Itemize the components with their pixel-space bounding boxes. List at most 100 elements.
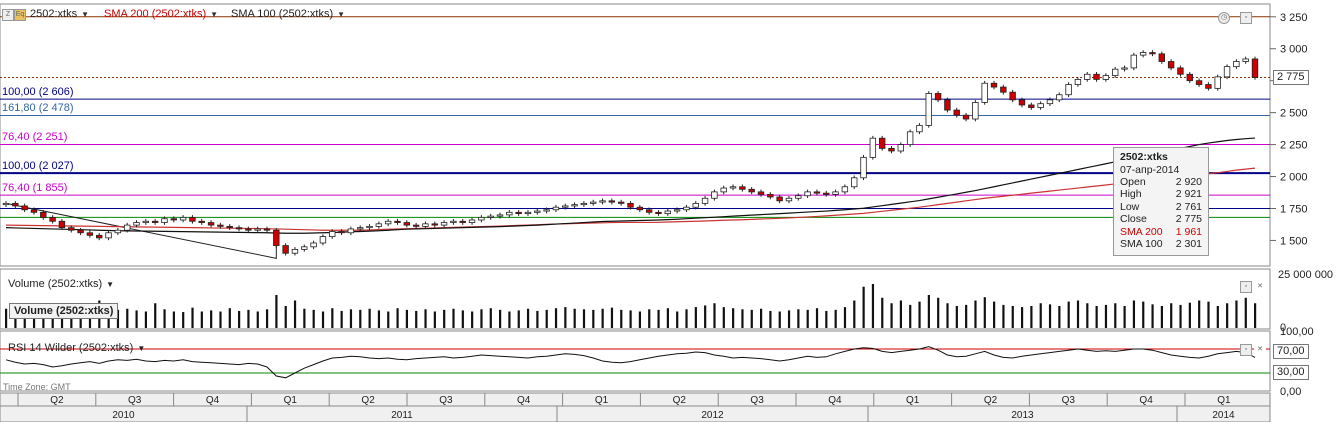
candle-body (403, 222, 410, 226)
volume-bar (219, 311, 222, 328)
candle-body (412, 224, 420, 227)
volume-bar (1048, 304, 1052, 328)
candle-body (757, 191, 765, 195)
volume-bar (1095, 306, 1098, 328)
sma200-selector[interactable]: SMA 200 (2502:xtks) ▼ (104, 8, 218, 20)
volume-bar (293, 300, 297, 328)
high-label: High (1120, 188, 1142, 201)
candle-body (692, 202, 699, 208)
low-value: 2 761 (1175, 200, 1202, 213)
volume-bar (1058, 306, 1061, 328)
sma100-tt-value: 2 301 (1175, 238, 1202, 251)
volume-bar (741, 309, 744, 328)
candle-body (254, 228, 261, 231)
volume-bar (1067, 301, 1070, 328)
candle-body (729, 186, 737, 189)
tooltip-high-row: High 2 921 (1120, 188, 1202, 200)
candle-body (832, 191, 839, 195)
sma200-tt-value: 1 961 (1175, 225, 1202, 238)
volume-bar (1160, 306, 1163, 328)
candle-body (897, 144, 905, 152)
candle-body (524, 211, 532, 214)
volume-bar (918, 301, 921, 328)
candle-body (506, 211, 513, 216)
volume-bar (5, 308, 8, 328)
fib-label: 100,00 (2 027) (2, 160, 74, 173)
volume-bar (974, 300, 977, 328)
candle-body (673, 209, 681, 212)
volume-bar (1114, 303, 1117, 328)
volume-bar (1188, 302, 1191, 328)
tooltip-symbol: 2502:xtks (1120, 151, 1168, 163)
price-tick-label: 2 250 (1280, 140, 1308, 152)
zoom-icon[interactable]: Z (2, 9, 14, 21)
plot-frames (0, 3, 1271, 422)
eq-icon[interactable]: Eq (14, 9, 26, 21)
volume-bar (424, 309, 427, 328)
quarter-label: Q1 (595, 395, 609, 406)
candle-body (133, 222, 140, 226)
volume-bar (349, 309, 353, 328)
volume-bar (42, 311, 45, 328)
candle-body (552, 206, 560, 211)
volume-legend-box: Volume (2502:xtks) (9, 303, 119, 319)
volume-bar (694, 307, 697, 328)
quarter-label: Q3 (750, 395, 764, 406)
sma200-tt-label: SMA 200 (1120, 225, 1163, 238)
candle-body (49, 217, 56, 222)
candle-body (86, 232, 94, 236)
candle-body (972, 102, 979, 120)
candle-body (860, 156, 867, 179)
volume-bar (377, 310, 381, 328)
volume-bar (1142, 301, 1145, 328)
volume-panel-selector[interactable]: Volume (2502:xtks) ▼ (8, 278, 114, 290)
quarter-label: Q4 (828, 395, 842, 406)
volume-bar (499, 309, 502, 328)
symbol-selector[interactable]: 2502:xtks ▼ (30, 8, 89, 20)
volume-bar (946, 303, 949, 328)
candle-body (1223, 66, 1231, 78)
volume-bar (732, 308, 735, 328)
candle-body (450, 220, 457, 223)
volume-bar (182, 312, 185, 328)
candle-body (1121, 67, 1128, 70)
year-label: 2012 (701, 410, 724, 421)
volume-bar (704, 305, 707, 328)
candle-body (30, 209, 38, 213)
volume-bar (536, 310, 539, 328)
candle-body (841, 186, 849, 193)
volume-bar (405, 309, 408, 328)
rsi-panel-selector[interactable]: RSI 14 Wilder (2502:xtks) ▼ (8, 342, 145, 354)
price-tick-label: 2 500 (1280, 108, 1308, 120)
chevron-down-icon: ▼ (337, 9, 346, 19)
close-icon[interactable]: ✕ (1254, 344, 1266, 356)
close-value: 2 775 (1175, 213, 1202, 226)
volume-bar (927, 295, 930, 328)
volume-bar (545, 309, 548, 328)
trendline (5, 202, 277, 259)
volume-bar (172, 311, 175, 328)
volume-bar (685, 309, 688, 328)
volume-bar (853, 300, 856, 328)
price-tick-label: 2 000 (1280, 172, 1308, 184)
candle-body (534, 210, 541, 213)
volume-bar (1123, 306, 1126, 328)
maximize-icon[interactable]: ▫ (1240, 344, 1252, 356)
candle-body (1084, 73, 1091, 80)
open-label: Open (1120, 176, 1146, 188)
clock-icon[interactable]: ◷ (1218, 12, 1230, 24)
maximize-icon[interactable]: ▫ (1240, 12, 1252, 24)
open-value: 2 920 (1175, 176, 1202, 188)
rsi-30-badge: 30,00 (1273, 365, 1309, 380)
candle-body (282, 245, 289, 254)
sma100-selector[interactable]: SMA 100 (2502:xtks) ▼ (231, 8, 345, 20)
quarter-label: Q1 (906, 395, 920, 406)
candle-body (2, 202, 10, 206)
close-icon[interactable]: ✕ (1254, 281, 1266, 293)
volume-bar (238, 310, 241, 328)
sma200-label: SMA 200 (2502:xtks) (104, 8, 207, 20)
candle-body (767, 194, 774, 198)
volume-bar (508, 311, 511, 328)
maximize-icon[interactable]: ▫ (1240, 281, 1252, 293)
